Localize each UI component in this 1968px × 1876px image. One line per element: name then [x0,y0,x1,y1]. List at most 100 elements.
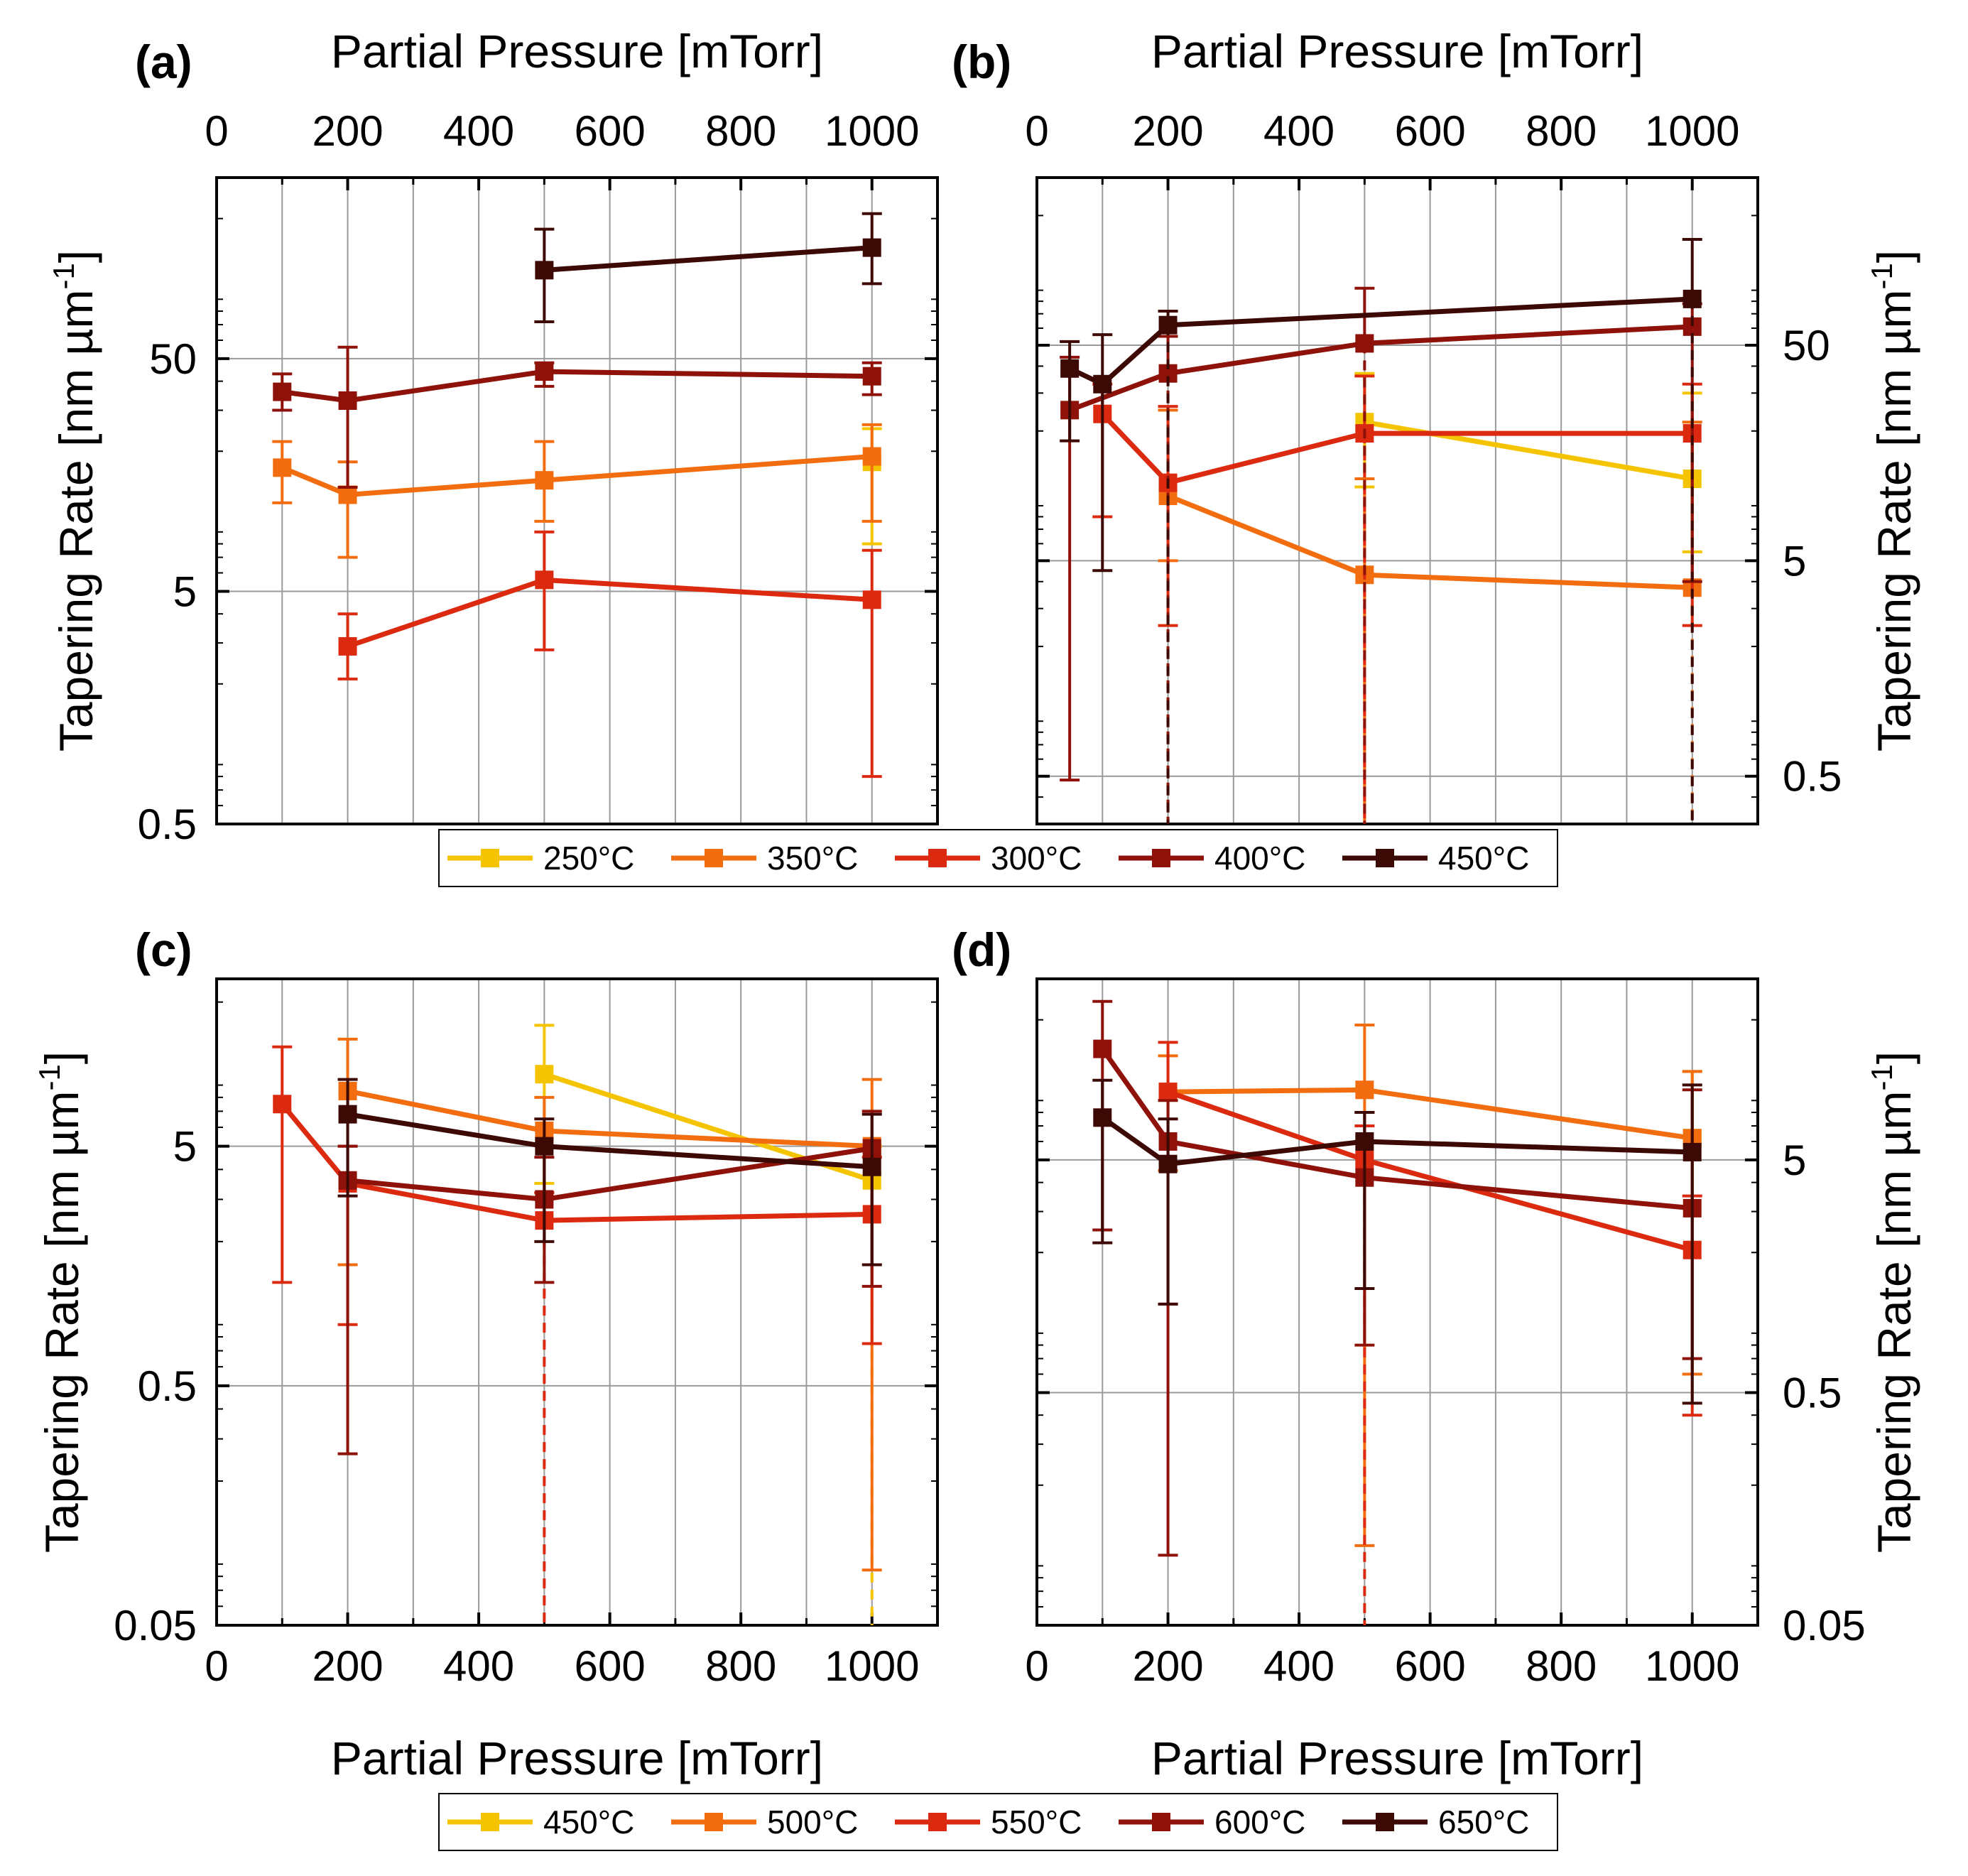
data-point [1060,359,1080,378]
series-450°C [534,1024,882,1625]
data-point [535,362,554,381]
series-line [1068,324,1692,413]
y-axis-title: Tapering Rate [nm µm-1] [1865,250,1920,752]
series-250°C [1354,372,1702,553]
plot-frame [215,176,939,825]
x-axis-title: Partial Pressure [mTorr] [331,25,823,77]
y-tick-label: 50 [149,335,197,383]
legend-bottom: 450°C 500°C 550°C 600°C 650°C [438,1793,1558,1851]
y-tick-label: 0.05 [1783,1602,1866,1649]
data-point [338,391,357,410]
y-axis-title-main: Tapering Rate [nm µm [1868,290,1920,752]
plot-frame [215,977,939,1627]
plot-area [272,1024,882,1625]
data-point [862,447,881,466]
data-point [1682,289,1702,308]
legend-marker [1376,849,1394,867]
data-point [862,238,881,257]
legend-label: 300°C [991,840,1082,877]
x-tick-label: 200 [1132,1642,1203,1690]
x-tick-label: 800 [1526,107,1597,155]
x-tick-label: 200 [312,107,383,155]
legend-label: 350°C [767,840,858,877]
legend-marker [1152,849,1170,867]
y-axis-title-sup: -1 [1865,1064,1898,1090]
data-point [862,590,881,609]
legend-entry: 500°C [671,1804,858,1840]
legend-label: 400°C [1214,840,1305,877]
x-tick-label: 0 [1025,1642,1048,1690]
data-point [1355,334,1374,353]
y-axis-title-main: Tapering Rate [nm µm [50,290,102,752]
y-axis-title: Tapering Rate [nm µm-1] [47,250,102,752]
legend-marker [928,1813,947,1831]
data-point [1355,1080,1374,1100]
legend-label: 600°C [1214,1804,1305,1840]
series-line [281,454,872,498]
series-line [1364,419,1693,482]
legend-label: 650°C [1438,1804,1529,1840]
data-point [273,382,292,401]
y-axis-title-close: ] [36,1051,88,1064]
series-line [1068,296,1692,387]
legend-marker [705,849,723,867]
panel-label: (a) [135,36,192,88]
y-axis-title-sup: -1 [33,1064,66,1090]
x-tick-label: 1000 [825,1642,919,1690]
x-tick-label: 0 [1025,107,1048,155]
x-axis-title: Partial Pressure [mTorr] [1151,25,1643,77]
plot-area [272,212,882,779]
y-tick-label: 0.05 [114,1602,197,1649]
x-tick-label: 600 [575,1642,646,1690]
data-point [1158,315,1178,335]
legend-marker [1376,1813,1394,1831]
data-point [273,458,292,477]
panel-label: (d) [952,923,1011,976]
x-tick-label: 1000 [825,107,919,155]
y-tick-label: 5 [173,1123,197,1171]
legend-marker [1152,1813,1170,1831]
y-tick-label: 0.5 [1783,1369,1842,1416]
series-line [280,1102,872,1223]
x-tick-label: 800 [1526,1642,1597,1690]
data-point [535,1065,554,1084]
x-tick-label: 200 [312,1642,383,1690]
series-400°C [1060,286,1702,824]
plot-area [1060,237,1702,824]
grid [217,979,937,1625]
data-point [338,636,357,656]
series-line [1101,1115,1692,1167]
data-point [338,1105,357,1124]
legend-entry: 450°C [1342,840,1529,877]
series-line [281,369,872,403]
x-tick-label: 1000 [1645,1642,1739,1690]
grid [1037,979,1758,1625]
y-tick-label: 5 [1783,1137,1806,1184]
x-tick-label: 1000 [1645,107,1739,155]
series-300°C [1092,374,1702,824]
y-tick-label: 5 [173,568,197,615]
legend-entry: 400°C [1119,840,1305,877]
x-tick-label: 200 [1132,107,1203,155]
data-point [862,367,881,386]
x-axis-title: Partial Pressure [mTorr] [331,1732,823,1784]
y-tick-label: 5 [1783,537,1806,585]
legend-top: 250°C 350°C 300°C 400°C 450°C [438,829,1558,887]
series-300°C [337,530,882,779]
x-tick-label: 600 [1395,107,1466,155]
y-axis-title-close: ] [1868,1051,1920,1064]
legend-marker [481,1813,499,1831]
grid [217,178,937,824]
y-axis-title: Tapering Rate [nm µm-1] [33,1051,88,1553]
data-point [1158,1154,1178,1173]
legend-label: 450°C [1438,840,1529,877]
legend-label: 450°C [543,1804,634,1840]
legend-entry: 300°C [895,840,1082,877]
series-350°C [272,423,882,559]
series-400°C [272,345,882,489]
legend-entry: 350°C [671,840,858,877]
legend-label: 500°C [767,1804,858,1840]
legend-entry: 600°C [1119,1804,1305,1840]
